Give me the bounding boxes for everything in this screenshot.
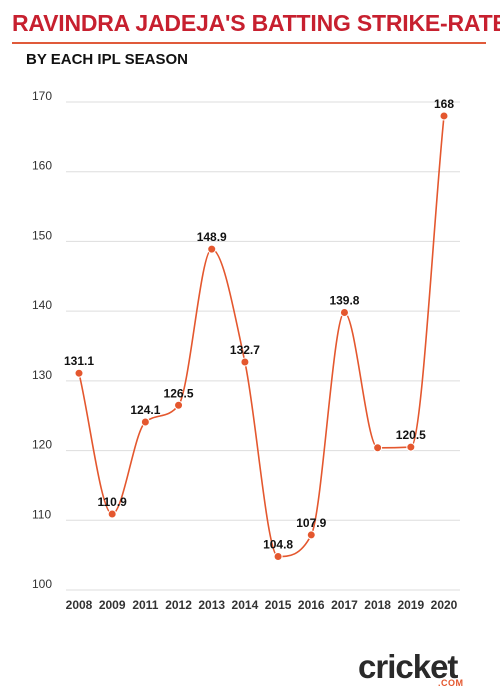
data-label: 132.7 bbox=[230, 343, 260, 357]
data-points bbox=[74, 111, 449, 562]
y-tick-label: 110 bbox=[32, 507, 51, 521]
x-tick-label: 2008 bbox=[66, 598, 93, 612]
x-tick-label: 2011 bbox=[132, 598, 158, 612]
data-label: 104.8 bbox=[263, 538, 293, 552]
data-label: 120.5 bbox=[396, 428, 426, 442]
logo-suffix: .COM bbox=[438, 678, 464, 688]
data-point bbox=[74, 368, 84, 378]
y-tick-label: 150 bbox=[32, 228, 52, 242]
x-tick-label: 2016 bbox=[298, 598, 325, 612]
x-tick-label: 2012 bbox=[165, 598, 192, 612]
x-tick-label: 2020 bbox=[431, 598, 458, 612]
y-axis-ticks: 100 110 120 130 140 150 160 170 bbox=[32, 89, 52, 591]
data-point bbox=[140, 417, 150, 427]
y-tick-label: 100 bbox=[32, 577, 52, 591]
x-tick-label: 2009 bbox=[99, 598, 126, 612]
data-point bbox=[339, 308, 349, 318]
data-label: 107.9 bbox=[296, 516, 326, 530]
data-label: 124.1 bbox=[130, 403, 160, 417]
y-tick-label: 140 bbox=[32, 298, 52, 312]
data-point bbox=[207, 244, 217, 254]
x-tick-label: 2015 bbox=[265, 598, 292, 612]
cricket-com-logo: cricket .COM bbox=[358, 648, 488, 692]
data-point bbox=[174, 400, 184, 410]
data-point bbox=[306, 530, 316, 540]
data-point bbox=[406, 442, 416, 452]
data-label: 139.8 bbox=[329, 294, 359, 308]
title-divider bbox=[12, 42, 486, 44]
data-label: 168 bbox=[434, 97, 454, 111]
x-tick-label: 2018 bbox=[364, 598, 391, 612]
data-label: 110.9 bbox=[97, 495, 127, 509]
x-tick-label: 2014 bbox=[232, 598, 259, 612]
data-point bbox=[439, 111, 449, 121]
line-chart: 100 110 120 130 140 150 160 170 2008 2009 2011 201… bbox=[32, 89, 460, 612]
y-tick-label: 130 bbox=[32, 368, 52, 382]
x-tick-label: 2013 bbox=[198, 598, 225, 612]
x-axis-ticks: 2008 2009 2011 2012 2013 2014 2015 2016 2017 2018… bbox=[66, 598, 458, 612]
y-tick-label: 160 bbox=[32, 159, 52, 173]
x-tick-label: 2019 bbox=[397, 598, 424, 612]
series-line bbox=[78, 115, 445, 558]
chart-title: RAVINDRA JADEJA'S BATTING STRIKE-RATE bbox=[12, 10, 500, 36]
data-label: 126.5 bbox=[164, 386, 194, 400]
data-point bbox=[373, 443, 383, 453]
logo-wordmark: cricket bbox=[358, 648, 458, 685]
data-label: 131.1 bbox=[64, 354, 94, 368]
data-point bbox=[273, 552, 283, 562]
data-labels: 131.1 110.9 124.1 126.5 148.9 132.7 104.8107.9… bbox=[64, 97, 454, 552]
gridlines bbox=[66, 101, 460, 591]
x-tick-label: 2017 bbox=[331, 598, 358, 612]
y-tick-label: 170 bbox=[32, 89, 52, 103]
data-label: 148.9 bbox=[197, 230, 227, 244]
data-point bbox=[107, 509, 117, 519]
y-tick-label: 120 bbox=[32, 438, 52, 452]
data-point bbox=[240, 357, 250, 367]
chart-subtitle: BY EACH IPL SEASON bbox=[26, 51, 188, 68]
